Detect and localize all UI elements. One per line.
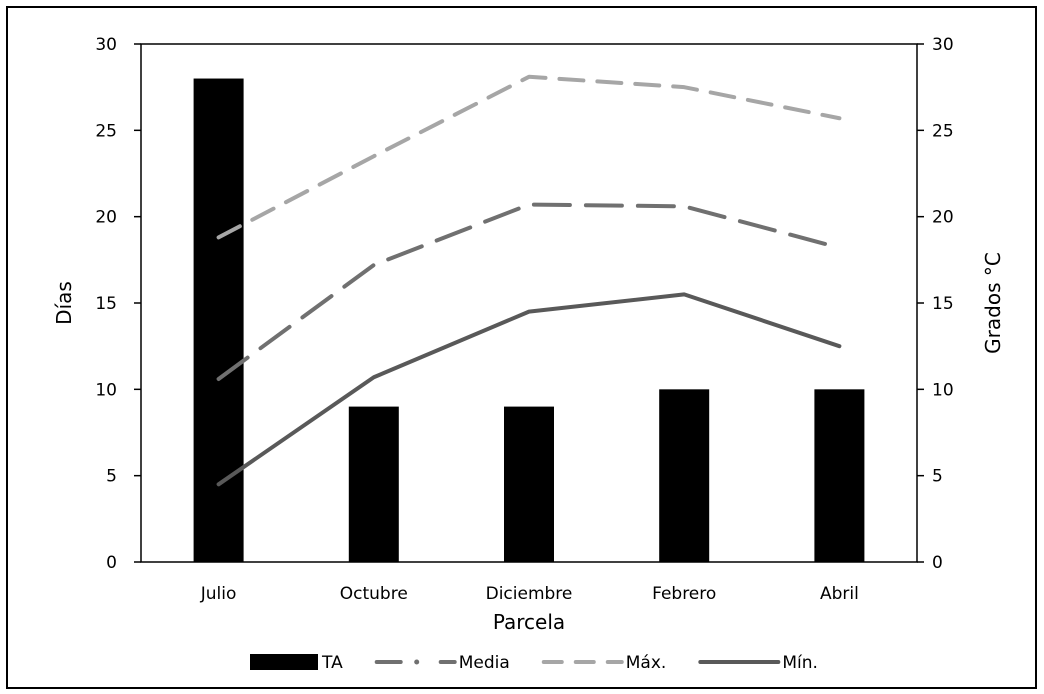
bar-ta-2 [504,406,554,562]
line-series-m-x- [216,74,842,240]
legend-label-m-n-: Mín. [782,653,818,673]
line-series-media [216,202,842,381]
x-tick-label: Octubre [340,584,408,604]
plot-area: 0 5 10 15 20 25 30 0 5 10 15 20 25 30 Julio Octubre Dici… [95,35,953,604]
y2-tick-label: 10 [932,380,954,400]
x-axis-title: Parcela [493,610,565,634]
x-tick-label: Febrero [652,584,716,604]
y2-tick-label: 0 [932,553,943,573]
y2-axis-title: Grados °C [981,252,1005,354]
y2-tick-label: 30 [932,35,954,55]
line-series-m-n- [216,292,842,487]
x-tick-label: Julio [200,584,237,604]
x-tick-label: Diciembre [486,584,573,604]
legend-swatch-dot-media [414,659,420,665]
chart-frame [6,6,1037,689]
bar-ta-1 [348,406,399,562]
bar-ta-4 [814,389,865,562]
y2-tick-label: 15 [932,294,954,314]
legend-label-ta: TA [321,653,343,673]
y-tick-label: 15 [95,294,117,314]
bar-ta-3 [659,389,710,562]
y-tick-label: 25 [95,121,117,141]
y-tick-label: 30 [95,35,117,55]
bar-ta-0 [193,78,244,563]
y2-tick-label: 20 [932,208,954,228]
x-tick-label: Abril [820,584,859,604]
legend-swatch-ta [250,654,318,670]
y-axis-title: Días [52,281,76,325]
legend: TA Media Máx. Mín. [250,653,818,673]
legend-label-m-x-: Máx. [626,653,667,673]
y2-tick-label: 5 [932,467,943,487]
y-tick-label: 0 [106,553,117,573]
y-tick-label: 5 [106,467,117,487]
y-tick-label: 10 [95,380,117,400]
legend-label-media: Media [459,653,510,673]
y2-tick-label: 25 [932,121,954,141]
y-tick-label: 20 [95,208,117,228]
